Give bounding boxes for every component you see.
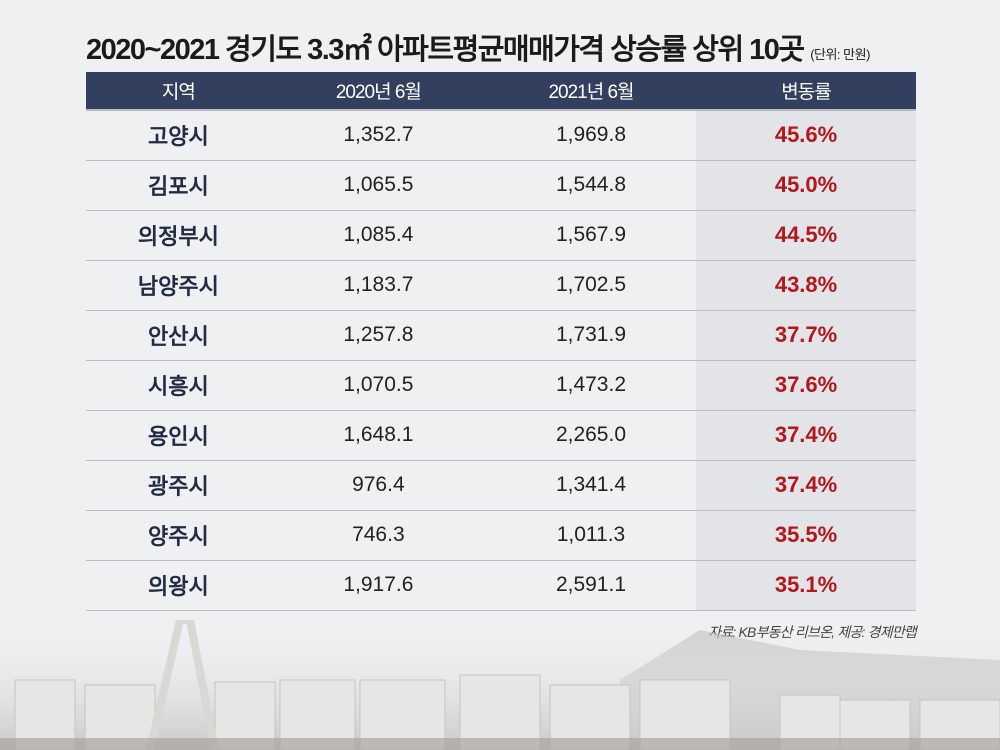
rate-cell: 37.4% xyxy=(696,460,916,510)
value-2021: 1,473.2 xyxy=(555,373,627,396)
header-row: 지역 2020년 6월 2021년 6월 변동률 xyxy=(86,72,916,110)
table-row: 용인시 1,648.1 2,265.0 37.4% xyxy=(86,410,916,460)
table-row: 양주시 746.3 1,011.3 35.5% xyxy=(86,510,916,560)
value-2021: 1,567.9 xyxy=(555,223,627,246)
value-2020: 746.3 xyxy=(352,523,405,546)
region-cell: 남양주시 xyxy=(137,274,219,299)
region-cell: 고양시 xyxy=(86,109,271,160)
rate-cell: 45.0% xyxy=(696,160,916,210)
region-cell: 양주시 xyxy=(148,524,209,549)
value-2020: 1,065.5 xyxy=(343,173,414,196)
table-row: 광주시 976.4 1,341.4 37.4% xyxy=(86,460,916,510)
table-row: 남양주시 1,183.7 1,702.5 43.8% xyxy=(86,260,916,310)
city-skyline-background xyxy=(0,620,1000,750)
price-table: 지역 2020년 6월 2021년 6월 변동률 고양시 1,352.7 1,969… xyxy=(86,72,916,611)
chart-title: 2020~2021 경기도 3.3㎡ 아파트평균매매가격 상승률 상위 10곳 … xyxy=(86,26,870,68)
value-2020: 1,917.6 xyxy=(343,573,414,596)
region-cell: 용인시 xyxy=(148,424,209,449)
value-2020: 1,352.7 xyxy=(270,109,486,160)
rate-cell: 37.4% xyxy=(696,410,916,460)
value-2021: 1,011.3 xyxy=(556,523,626,546)
value-2020: 1,070.5 xyxy=(343,373,414,396)
header-rate: 변동률 xyxy=(781,82,831,103)
table-row: 김포시 1,065.5 1,544.8 45.0% xyxy=(86,160,916,210)
value-2021: 2,591.1 xyxy=(555,573,627,596)
region-cell: 의정부시 xyxy=(137,224,219,249)
rate-cell: 35.1% xyxy=(696,560,916,610)
value-2020: 1,648.1 xyxy=(343,423,414,446)
value-2020: 1,085.4 xyxy=(343,223,414,246)
rate-cell: 45.6% xyxy=(696,109,916,160)
table-row: 시흥시 1,070.5 1,473.2 37.6% xyxy=(86,360,916,410)
rate-cell: 43.8% xyxy=(696,260,916,310)
unit-label: (단위: 만원) xyxy=(810,47,870,62)
rate-cell: 37.7% xyxy=(696,310,916,360)
table-row: 의정부시 1,085.4 1,567.9 44.5% xyxy=(86,210,916,260)
rate-cell: 37.6% xyxy=(696,360,916,410)
table-row: 고양시 1,352.7 1,969.8 45.6% xyxy=(86,109,916,160)
header-2020: 2020년 6월 xyxy=(335,82,422,103)
region-cell: 김포시 xyxy=(148,174,209,199)
title-text: 2020~2021 경기도 3.3㎡ 아파트평균매매가격 상승률 상위 10곳 xyxy=(86,34,805,66)
region-cell: 광주시 xyxy=(148,474,209,499)
value-2021: 1,702.5 xyxy=(555,273,627,296)
value-2021: 1,731.9 xyxy=(555,323,627,346)
value-2020: 976.4 xyxy=(352,473,405,496)
table-row: 안산시 1,257.8 1,731.9 37.7% xyxy=(86,310,916,360)
value-2020: 1,183.7 xyxy=(343,273,414,296)
value-2020: 1,257.8 xyxy=(343,323,414,346)
value-2021: 2,265.0 xyxy=(555,423,627,446)
value-2021: 1,341.4 xyxy=(555,473,627,496)
region-cell: 안산시 xyxy=(148,324,209,349)
header-2021: 2021년 6월 xyxy=(548,82,634,103)
value-2021: 1,969.8 xyxy=(485,109,697,160)
header-region: 지역 xyxy=(161,82,196,103)
table-row: 의왕시 1,917.6 2,591.1 35.1% xyxy=(86,560,916,610)
rate-cell: 44.5% xyxy=(696,210,916,260)
region-cell: 시흥시 xyxy=(148,374,209,399)
rate-cell: 35.5% xyxy=(696,510,916,560)
value-2021: 1,544.8 xyxy=(555,173,627,196)
region-cell: 의왕시 xyxy=(148,574,209,599)
